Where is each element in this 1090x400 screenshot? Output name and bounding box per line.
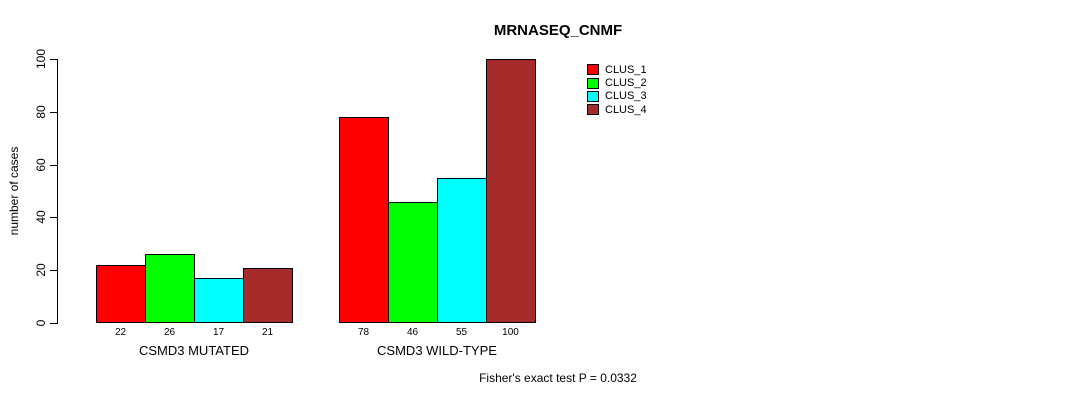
legend-label-clus_2: CLUS_2: [605, 77, 647, 90]
bar-clus_1-group1: [339, 117, 389, 323]
bar-value-label-clus_3-group1: 55: [455, 327, 468, 338]
legend-swatch-clus_1: [587, 64, 599, 76]
bar-clus_4-group1: [486, 59, 536, 323]
bar-value-label-clus_2-group0: 26: [163, 327, 176, 338]
bar-clus_1-group0: [96, 265, 146, 323]
legend-label-clus_3: CLUS_3: [605, 90, 647, 103]
legend-entry-clus_2: CLUS_2: [587, 76, 647, 89]
y-axis-line: [57, 59, 58, 324]
y-axis-tick: [50, 323, 57, 324]
y-axis-tick-label: 60: [34, 157, 48, 172]
legend-swatch-clus_3: [587, 90, 599, 102]
legend-swatch-clus_4: [587, 104, 599, 116]
bar-value-label-clus_4-group1: 100: [502, 327, 519, 338]
chart-title: MRNASEQ_CNMF: [493, 22, 623, 39]
bar-clus_3-group0: [194, 278, 244, 323]
y-axis-tick: [50, 217, 57, 219]
y-axis-tick-label: 80: [34, 105, 48, 119]
bar-value-label-clus_2-group1: 46: [406, 327, 419, 338]
bar-value-label-clus_3-group0: 17: [212, 327, 225, 338]
bar-clus_4-group0: [243, 268, 293, 323]
legend-entry-clus_3: CLUS_3: [587, 90, 647, 103]
bar-value-label-clus_4-group0: 21: [261, 327, 274, 338]
y-axis-tick: [50, 270, 57, 272]
y-axis-tick: [50, 164, 57, 166]
fisher-test-note: Fisher's exact test P = 0.0332: [479, 371, 637, 385]
y-axis-tick-label: 100: [34, 48, 48, 70]
legend-label-clus_1: CLUS_1: [605, 63, 647, 76]
y-axis-tick-label: 20: [34, 263, 48, 277]
bar-value-label-clus_1-group1: 78: [357, 327, 370, 338]
y-axis-tick: [50, 111, 57, 113]
x-group-label-mutated: CSMD3 MUTATED: [138, 343, 250, 358]
legend-swatch-clus_2: [587, 77, 599, 89]
legend-label-clus_4: CLUS_4: [605, 103, 647, 116]
y-axis-tick-label: 40: [34, 210, 48, 225]
y-axis-tick: [50, 59, 57, 60]
x-group-label-wildtype: CSMD3 WILD-TYPE: [377, 343, 497, 358]
legend-entry-clus_1: CLUS_1: [587, 63, 647, 76]
legend-entry-clus_4: CLUS_4: [587, 103, 647, 116]
legend: CLUS_1 CLUS_2 CLUS_3 CLUS_4: [587, 63, 647, 117]
y-axis-title: number of cases: [7, 146, 21, 236]
bar-clus_2-group0: [145, 254, 195, 323]
y-axis-tick-label: 0: [34, 319, 48, 327]
bar-clus_3-group1: [437, 178, 487, 323]
bar-value-label-clus_1-group0: 22: [114, 327, 127, 338]
bar-clus_2-group1: [388, 202, 438, 323]
